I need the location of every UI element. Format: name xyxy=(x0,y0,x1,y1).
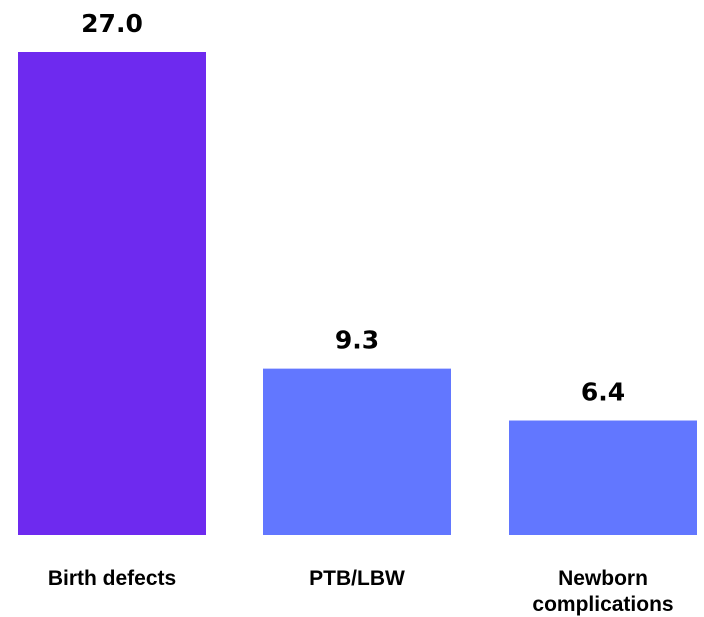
category-labels-group: Birth defects PTB/LBW Newborn complications xyxy=(48,567,674,616)
category-label-2: PTB/LBW xyxy=(309,567,405,590)
bar-1 xyxy=(18,52,206,535)
value-label-2: 9.3 xyxy=(335,326,379,355)
value-label-3: 6.4 xyxy=(581,378,625,407)
bar-2 xyxy=(263,368,451,535)
category-label-1: Birth defects xyxy=(48,567,176,590)
bars-group xyxy=(18,52,697,535)
value-label-1: 27.0 xyxy=(81,9,143,38)
bar-3 xyxy=(509,420,697,535)
value-labels-group: 27.0 9.3 6.4 xyxy=(81,9,625,407)
category-label-3: Newborn complications xyxy=(532,567,673,616)
